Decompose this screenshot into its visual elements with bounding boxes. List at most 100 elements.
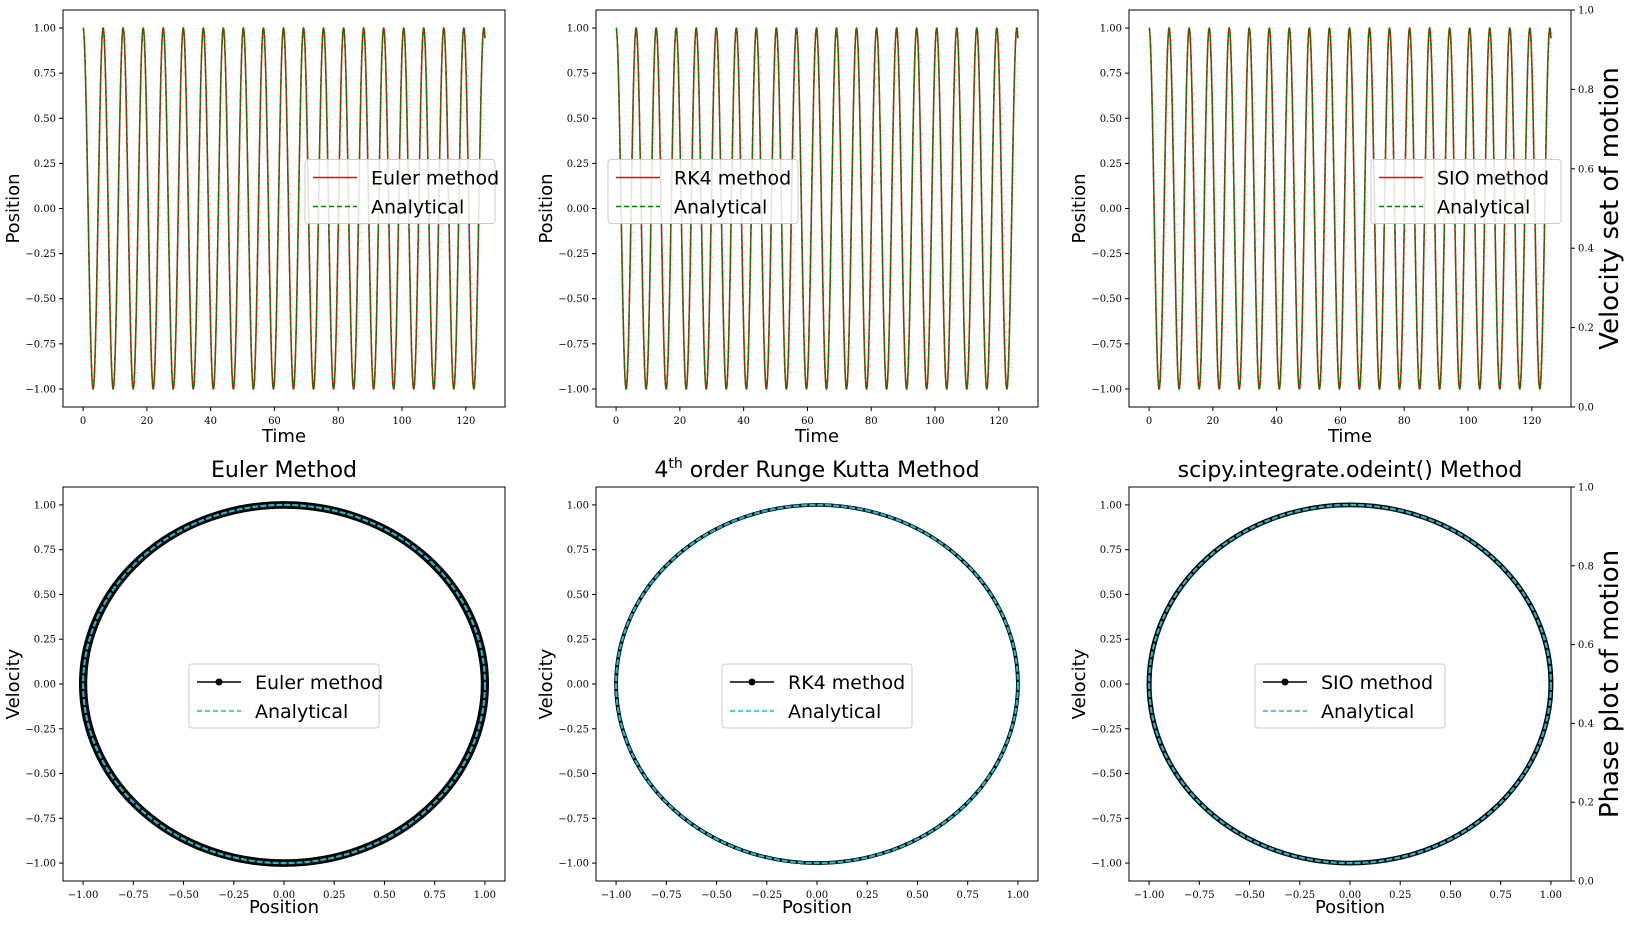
- x-tick-label: 40: [204, 416, 217, 427]
- legend: RK4 method Analytical: [607, 159, 799, 224]
- y-tick-label: −0.75: [1091, 339, 1122, 350]
- right-tick-label: 0.2: [1578, 323, 1594, 334]
- x-tick-label: 0.00: [1339, 890, 1361, 901]
- legend-box: [607, 159, 799, 224]
- y-tick-label: 0.50: [1100, 114, 1122, 125]
- chart-title: scipy.integrate.odeint() Method: [1178, 458, 1523, 483]
- y-tick-label: −0.50: [1091, 294, 1122, 305]
- panel-phase-euler: −1.00 −0.75 −0.50 −0.25 0.00 0.25 0.50 0.75 1.00…: [3, 458, 506, 918]
- x-tick-label: 20: [141, 416, 154, 427]
- x-axis-label: Position: [782, 897, 852, 918]
- y-tick-label: −0.25: [25, 724, 56, 735]
- y-tick-label: −1.00: [25, 859, 56, 870]
- legend-label: Analytical: [371, 197, 464, 219]
- legend-label: Analytical: [255, 701, 348, 723]
- y-tick-label: 0.00: [1100, 680, 1122, 691]
- y-tick-label: −0.25: [558, 724, 589, 735]
- x-tick-label: −0.50: [1234, 890, 1265, 901]
- plot-area: [1148, 27, 1552, 390]
- x-tick-label: 0.25: [1389, 890, 1411, 901]
- x-tick-label: 0.75: [957, 890, 979, 901]
- y-tick-label: −0.50: [558, 294, 589, 305]
- y-tick-label: −0.50: [25, 769, 56, 780]
- x-tick-label: 100: [392, 416, 411, 427]
- right-tick-label: 0.2: [1578, 798, 1594, 809]
- y-tick-label: −0.75: [558, 814, 589, 825]
- y-tick-label: 0.75: [34, 545, 56, 556]
- right-tick-label: 0.8: [1578, 561, 1594, 572]
- plot-area: [82, 27, 486, 390]
- legend-label: Euler method: [371, 168, 499, 190]
- x-axis-label: Time: [261, 426, 306, 447]
- x-tick-label: 0.75: [424, 890, 446, 901]
- side-label: Phase plot of motion: [1595, 550, 1625, 818]
- x-tick-label: 120: [989, 416, 1008, 427]
- x-axis-label: Position: [1315, 897, 1385, 918]
- plot-area: [615, 27, 1019, 390]
- panel-time-sio: 0 20 40 60 80 100 120 −1.00 −0.75 −0.50 −0.25 0.00 0…: [1069, 9, 1572, 447]
- x-tick-label: −0.50: [168, 890, 199, 901]
- x-tick-label: 1.00: [474, 890, 496, 901]
- legend-label: Analytical: [1437, 197, 1530, 219]
- x-tick-label: 80: [332, 416, 345, 427]
- y-tick-label: 1.00: [1100, 500, 1122, 511]
- analytical-phase-curve: [614, 503, 1020, 865]
- panel-time-euler: 0 20 40 60 80 100 120 −1.00 −0.75 −0.50 −0.25 0.00 0…: [3, 9, 506, 447]
- x-tick-label: 0.00: [806, 890, 828, 901]
- x-tick-label: 0: [1146, 416, 1152, 427]
- x-tick-label: −0.25: [1284, 890, 1315, 901]
- legend-box: [721, 663, 913, 729]
- legend-label: RK4 method: [674, 168, 791, 190]
- y-tick-label: −1.00: [558, 859, 589, 870]
- y-tick-label: 1.00: [567, 24, 589, 35]
- y-tick-label: 1.00: [34, 24, 56, 35]
- right-tick-label: 1.0: [1578, 6, 1594, 17]
- y-tick-label: 0.50: [34, 114, 56, 125]
- x-tick-label: 120: [1522, 416, 1541, 427]
- analytical-series-line: [82, 27, 486, 390]
- x-tick-label: 0.50: [1439, 890, 1461, 901]
- right-tick-label: 0.4: [1578, 719, 1594, 730]
- x-tick-label: 80: [865, 416, 878, 427]
- x-tick-label: 80: [1398, 416, 1411, 427]
- panel-time-rk4: 0 20 40 60 80 100 120 −1.00 −0.75 −0.50 −0.25 0.00 0…: [536, 9, 1039, 447]
- x-tick-label: 0: [80, 416, 86, 427]
- numeric-phase-ring: [1146, 502, 1554, 866]
- legend: RK4 method Analytical: [721, 663, 913, 729]
- y-tick-label: −0.75: [25, 814, 56, 825]
- x-tick-label: 0: [613, 416, 619, 427]
- chart-title: 4th order Runge Kutta Method: [654, 456, 979, 483]
- legend-box: [304, 159, 496, 224]
- y-tick-label: 0.25: [567, 635, 589, 646]
- side-label: Velocity set of motion: [1595, 67, 1625, 350]
- x-tick-label: 20: [674, 416, 687, 427]
- y-tick-label: 0.75: [1100, 545, 1122, 556]
- y-axis-label: Position: [536, 173, 557, 243]
- x-tick-label: −0.75: [651, 890, 682, 901]
- x-axis-label: Time: [794, 426, 839, 447]
- y-tick-label: −1.00: [1091, 859, 1122, 870]
- plot-area: [78, 501, 490, 867]
- y-tick-label: 0.25: [567, 159, 589, 170]
- y-tick-label: 0.25: [1100, 159, 1122, 170]
- x-tick-label: −1.00: [68, 890, 99, 901]
- legend-label: SIO method: [1321, 672, 1433, 694]
- x-tick-label: 0.25: [856, 890, 878, 901]
- right-tick-label: 0.6: [1578, 164, 1594, 175]
- x-tick-label: 0.50: [373, 890, 395, 901]
- y-tick-label: 0.75: [567, 545, 589, 556]
- legend-box: [1254, 663, 1446, 729]
- y-tick-label: 0.50: [34, 590, 56, 601]
- x-tick-label: 0.75: [1490, 890, 1512, 901]
- legend-label: SIO method: [1437, 168, 1549, 190]
- y-tick-label: −0.75: [1091, 814, 1122, 825]
- x-tick-label: −0.25: [751, 890, 782, 901]
- legend-label: Euler method: [255, 672, 383, 694]
- y-tick-label: 0.25: [34, 159, 56, 170]
- y-tick-label: −1.00: [558, 384, 589, 395]
- plot-area: [614, 503, 1020, 865]
- y-tick-label: 0.25: [34, 635, 56, 646]
- right-axis-top: 0.0 0.2 0.4 0.6 0.8 1.0 Velocity set of motion: [1570, 6, 1625, 414]
- y-tick-label: −0.50: [1091, 769, 1122, 780]
